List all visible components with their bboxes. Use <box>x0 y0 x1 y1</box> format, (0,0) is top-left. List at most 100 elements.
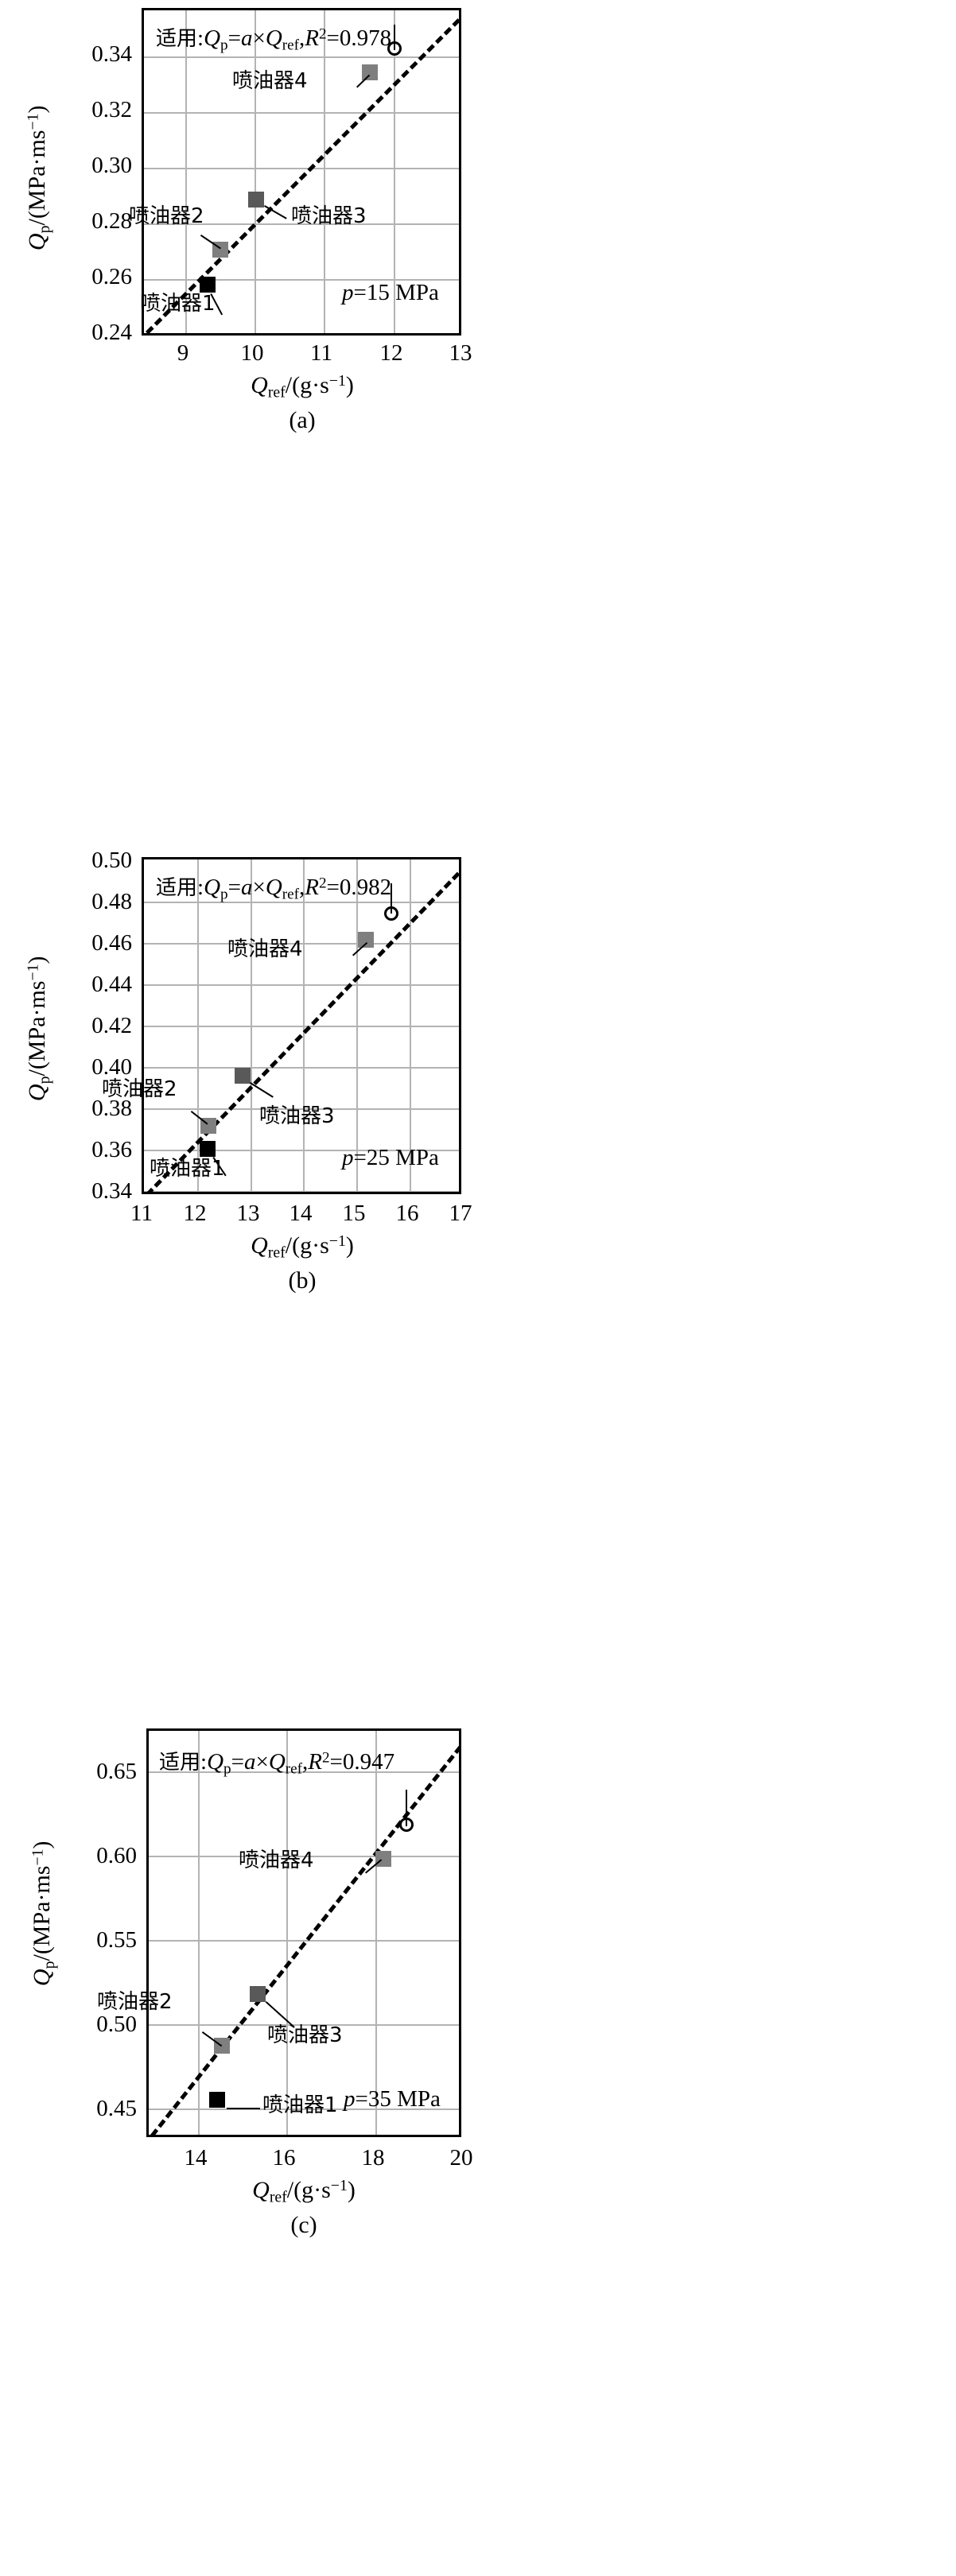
panel-b-ytick-2: 0.46 <box>91 930 132 956</box>
panel-a-ytick-3: 0.28 <box>91 208 132 234</box>
panel-a-xtick-1: 10 <box>240 340 264 366</box>
panel-b-gridline-y-042 <box>144 1026 459 1027</box>
panel-b-label-injector4: 喷油器4 <box>227 937 303 961</box>
panel-b-letter: (b) <box>288 1267 317 1294</box>
panel-b-xtick-3: 14 <box>289 1201 313 1226</box>
panel-c-gridline-x-14 <box>198 1731 200 2135</box>
panel-a-ytick-2: 0.30 <box>91 153 132 178</box>
panel-b-point-injector1 <box>200 1141 216 1157</box>
panel-c-point-injector2 <box>214 2038 230 2054</box>
panel-b-plot-area <box>142 857 461 1194</box>
panel-b-ytick-3: 0.44 <box>91 972 132 997</box>
panel-c-gridline-y-060 <box>149 1856 459 1857</box>
panel-b-ytick-4: 0.42 <box>91 1013 132 1038</box>
panel-c-label-injector1: 喷油器1 <box>262 2093 338 2117</box>
panel-b-ytick-7: 0.36 <box>91 1137 132 1162</box>
panel-a-label-injector2: 喷油器2 <box>129 204 204 228</box>
panel-c-xtick-3: 20 <box>449 2145 473 2171</box>
panel-b-gridline-y-044 <box>144 984 459 986</box>
panel-c-ytick-1: 0.60 <box>96 1843 137 1868</box>
panel-c-identity-line <box>150 1736 459 2135</box>
panel-c-point-injector3 <box>250 1986 266 2002</box>
panel-a-leader-reference <box>394 25 395 50</box>
panel-a-point-injector2 <box>212 242 228 258</box>
panel-a-xtick-3: 12 <box>379 340 403 366</box>
panel-b-ytick-5: 0.40 <box>91 1054 132 1080</box>
panel-a-label-injector4: 喷油器4 <box>232 69 308 93</box>
panel-a-label-injector1: 喷油器1 <box>140 292 216 316</box>
panel-b-xtick-6: 17 <box>449 1201 472 1226</box>
panel-b-xtick-2: 13 <box>236 1201 260 1226</box>
panel-a-gridline-y-026 <box>144 279 459 281</box>
panel-c-label-injector4: 喷油器4 <box>239 1849 314 1872</box>
panel-b-label-injector1: 喷油器1 <box>150 1157 225 1181</box>
panel-c-xtick-2: 18 <box>361 2145 385 2171</box>
panel-c-plot-area <box>146 1728 461 2137</box>
panel-c-point-reference <box>399 1818 414 1832</box>
panel-c-point-injector4 <box>375 1851 391 1867</box>
panel-c-equation: 适用:Qp=a×Qref,R2=0.947 <box>159 1749 395 1778</box>
panel-a-gridline-y-028 <box>144 223 459 225</box>
panel-a-y-axis-title: Qp/(MPa·ms−1) <box>24 105 53 251</box>
panel-a-x-axis-title: Qref/(g·s−1) <box>251 372 354 402</box>
panel-b-pressure-label: p=25 MPa <box>342 1145 439 1170</box>
panel-c-gridline-x-16 <box>286 1731 288 2135</box>
panel-b-point-injector4 <box>358 932 374 948</box>
panel-b-gridline-y-038 <box>144 1108 459 1110</box>
panel-b-label-injector2: 喷油器2 <box>102 1077 177 1101</box>
panel-a-point-injector4 <box>362 64 378 80</box>
panel-c-gridline-y-065 <box>149 1771 459 1773</box>
panel-b-xtick-4: 15 <box>342 1201 366 1226</box>
panel-a-gridline-y-030 <box>144 168 459 169</box>
panel-b-xtick-0: 11 <box>130 1201 153 1226</box>
panel-c-label-injector2: 喷油器2 <box>97 1990 173 2014</box>
panel-b-gridline-y-036 <box>144 1150 459 1151</box>
panel-c-gridline-y-045 <box>149 2109 459 2110</box>
panel-b-gridline-y-048 <box>144 902 459 903</box>
panel-b-leader-injector3 <box>249 1082 274 1098</box>
panel-b-point-injector3 <box>235 1068 251 1084</box>
panel-b-xtick-1: 12 <box>183 1201 207 1226</box>
panel-c-gridline-y-055 <box>149 1940 459 1942</box>
panel-c-label-injector3: 喷油器3 <box>267 2023 343 2047</box>
panel-a-ytick-1: 0.32 <box>91 97 132 122</box>
panel-a-gridline-y-034 <box>144 56 459 58</box>
panel-c-leader-reference <box>406 1790 407 1826</box>
panel-b-ytick-0: 0.50 <box>91 848 132 873</box>
panel-c-pressure-label: p=35 MPa <box>344 2086 441 2112</box>
panel-c-ytick-0: 0.65 <box>96 1759 137 1784</box>
panel-a-label-injector3: 喷油器3 <box>291 204 367 228</box>
panel-c-y-axis-title: Qp/(MPa·ms−1) <box>29 1841 58 1987</box>
panel-a-xtick-2: 11 <box>310 340 332 366</box>
panel-c-ytick-2: 0.55 <box>96 1927 137 1953</box>
panel-c-gridline-y-050 <box>149 2024 459 2026</box>
panel-c-letter: (c) <box>290 2212 317 2238</box>
panel-a-point-injector3 <box>248 192 264 208</box>
panel-c-xtick-0: 14 <box>184 2145 208 2171</box>
panel-c-point-injector1 <box>209 2092 225 2108</box>
panel-a-ytick-5: 0.24 <box>91 320 132 345</box>
panel-a-gridline-y-024 <box>144 335 459 336</box>
panel-a-letter: (a) <box>289 407 316 433</box>
panel-c-leader-injector1 <box>227 2108 260 2109</box>
panel-a-ytick-4: 0.26 <box>91 264 132 289</box>
panel-b-gridline-y-040 <box>144 1067 459 1069</box>
panel-a-point-injector1 <box>200 277 216 293</box>
panel-b-label-injector3: 喷油器3 <box>259 1104 335 1128</box>
panel-a-pressure-label: p=15 MPa <box>342 280 439 305</box>
panel-b-gridline-y-046 <box>144 943 459 945</box>
panel-b-ytick-1: 0.48 <box>91 889 132 914</box>
panel-c-x-axis-title: Qref/(g·s−1) <box>252 2177 356 2206</box>
panel-a-plot-area <box>142 8 461 336</box>
panel-c-gridline-x-18 <box>375 1731 377 2135</box>
panel-a-point-reference <box>387 41 402 56</box>
panel-b-ytick-6: 0.38 <box>91 1096 132 1121</box>
panel-b-y-axis-title: Qp/(MPa·ms−1) <box>24 956 53 1102</box>
panel-b-xtick-5: 16 <box>395 1201 419 1226</box>
panel-b-ytick-8: 0.34 <box>91 1178 132 1204</box>
panel-b-gridline-y-034 <box>144 1191 459 1192</box>
panel-b-point-reference <box>384 906 398 921</box>
panel-a-gridline-x-10 <box>255 10 256 333</box>
panel-c-ytick-3: 0.50 <box>96 2012 137 2037</box>
